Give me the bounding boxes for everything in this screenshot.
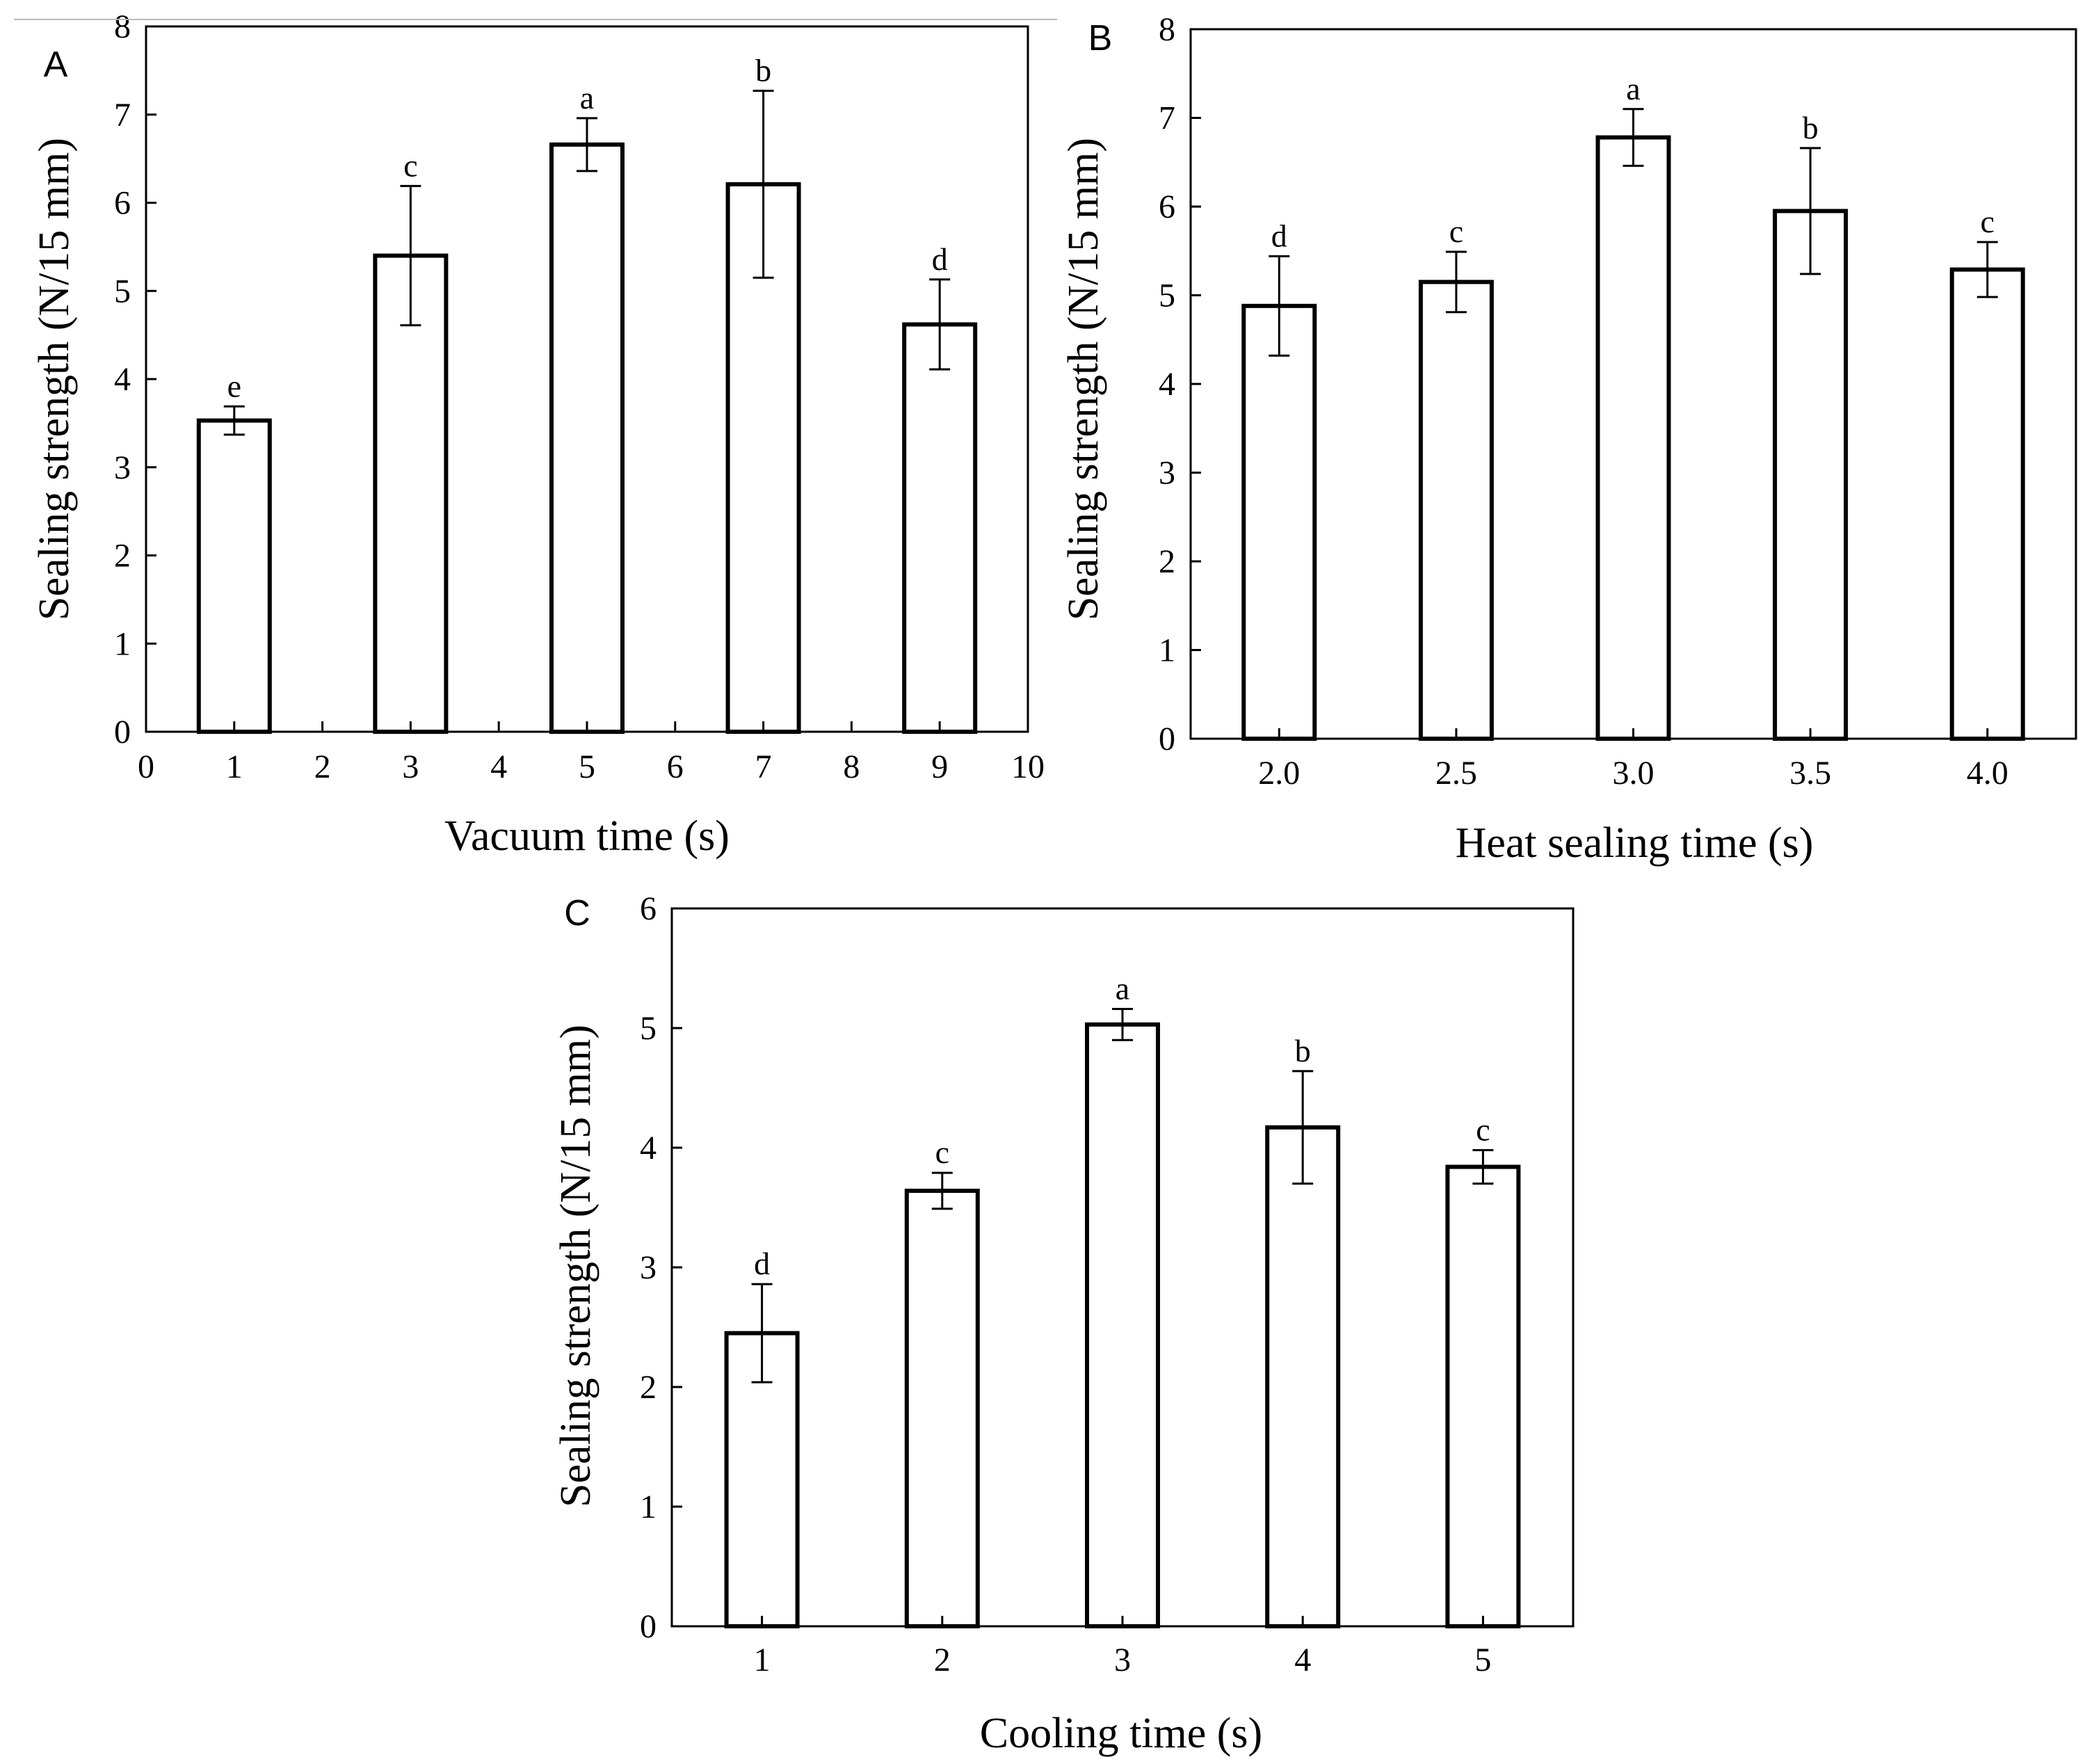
panel-label: A [44, 45, 68, 85]
x-tick-label: 2 [934, 1642, 951, 1678]
x-tick-label: 6 [667, 748, 684, 785]
y-tick-label: 7 [1159, 100, 1175, 137]
significance-letter: c [403, 147, 417, 183]
y-tick-label: 1 [1159, 632, 1175, 669]
x-tick-label: 3 [402, 748, 419, 785]
x-tick-label: 4 [1294, 1642, 1311, 1678]
significance-letter: d [1271, 218, 1287, 253]
y-tick-label: 5 [114, 273, 131, 310]
y-tick-label: 6 [1159, 189, 1175, 225]
x-tick-label: 2.5 [1435, 755, 1477, 792]
significance-letter: e [227, 368, 241, 403]
y-axis-label: Sealing strength (N/15 mm) [552, 1025, 599, 1507]
y-tick-label: 4 [640, 1130, 657, 1166]
x-axis-label: Cooling time (s) [980, 1710, 1262, 1757]
significance-letter: b [1803, 110, 1819, 145]
y-axis-label: Sealing strength (N/15 mm) [1060, 138, 1107, 620]
panel-label: C [564, 893, 590, 933]
y-tick-label: 6 [114, 185, 131, 222]
chart-panel-B: d c a b c 0 1 2 3 4 5 6 7 8 2.0 2.5 3.0 3.5 4.0 Heat sealin… [1060, 11, 2077, 867]
x-tick-label: 3.5 [1789, 755, 1831, 792]
y-tick-label: 4 [1159, 366, 1175, 403]
y-tick-label: 3 [1159, 455, 1175, 492]
bar [904, 1188, 980, 1629]
significance-letter: c [935, 1134, 949, 1170]
significance-letter: a [580, 80, 594, 115]
y-tick-label: 6 [640, 890, 657, 927]
y-tick-label: 5 [1159, 278, 1175, 314]
y-axis-label: Sealing strength (N/15 mm) [31, 138, 78, 620]
significance-letter: b [755, 53, 771, 88]
x-tick-label: 10 [1011, 748, 1045, 785]
bar [196, 418, 272, 734]
bar [549, 142, 625, 735]
chart-panel-C: d c a b c 0 1 2 3 4 5 6 1 2 3 4 5 Cooling time (s) Sealing… [552, 890, 1575, 1757]
x-tick-label: 4 [490, 748, 507, 785]
y-tick-label: 4 [114, 361, 131, 398]
significance-letter: a [1116, 970, 1129, 1006]
bar [1773, 209, 1849, 741]
bar [1949, 267, 2025, 741]
significance-letter: c [1449, 214, 1463, 249]
bar [1085, 1022, 1160, 1628]
significance-letter: d [754, 1246, 770, 1281]
y-tick-label: 0 [1159, 721, 1175, 757]
chart-panel-A: e c a b d 0 1 2 3 4 5 6 7 8 0 1 2 3 4 5 6 7 8 9 10 Vacuum time (s… [31, 8, 1045, 860]
x-tick-label: 8 [843, 748, 860, 785]
significance-letter: a [1626, 71, 1640, 106]
significance-letter: c [1980, 204, 1994, 239]
x-axis-label: Heat sealing time (s) [1456, 819, 1814, 867]
x-tick-label: 5 [579, 748, 595, 785]
x-tick-label: 0 [138, 748, 154, 785]
x-axis-label: Vacuum time (s) [444, 812, 730, 860]
y-tick-label: 8 [1159, 11, 1175, 48]
bar [1241, 303, 1317, 741]
y-tick-label: 3 [640, 1249, 657, 1286]
x-tick-label: 2 [314, 748, 331, 785]
panel-label: B [1088, 18, 1113, 58]
x-tick-label: 9 [931, 748, 948, 785]
y-tick-label: 2 [114, 538, 131, 575]
bar [1265, 1125, 1341, 1628]
y-tick-label: 2 [1159, 543, 1175, 580]
x-tick-label: 4.0 [1967, 755, 2008, 792]
bar [373, 253, 449, 734]
x-tick-label: 5 [1474, 1642, 1491, 1678]
x-tick-label: 3 [1114, 1642, 1131, 1678]
y-tick-label: 2 [640, 1369, 657, 1406]
y-tick-label: 0 [640, 1608, 657, 1645]
y-tick-label: 1 [114, 625, 131, 662]
x-tick-label: 7 [755, 748, 772, 785]
bar [1595, 135, 1671, 741]
significance-letter: d [932, 241, 948, 277]
bar [1418, 280, 1494, 741]
x-tick-label: 3.0 [1613, 755, 1655, 792]
bar [902, 322, 978, 735]
y-tick-label: 5 [640, 1010, 657, 1047]
x-tick-label: 1 [226, 748, 243, 785]
x-tick-label: 1 [754, 1642, 771, 1678]
y-tick-label: 8 [114, 8, 131, 45]
bar [1445, 1164, 1521, 1628]
significance-letter: b [1295, 1033, 1311, 1068]
y-tick-label: 0 [114, 714, 131, 751]
y-tick-label: 1 [640, 1489, 657, 1525]
x-tick-label: 2.0 [1258, 755, 1300, 792]
y-tick-label: 7 [114, 97, 131, 134]
y-tick-label: 3 [114, 449, 131, 486]
significance-letter: c [1476, 1112, 1490, 1147]
